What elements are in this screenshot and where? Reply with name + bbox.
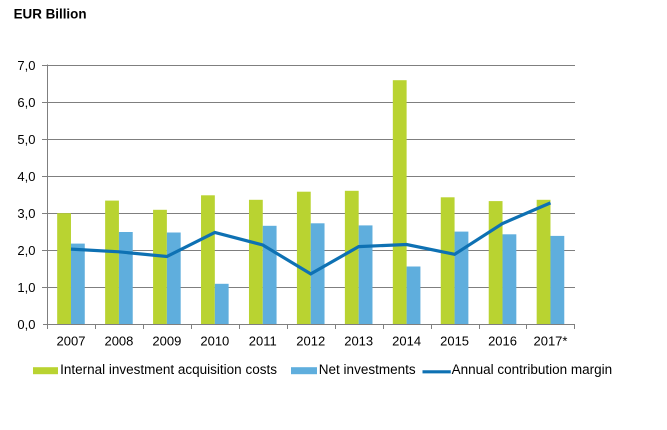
svg-text:3,0: 3,0 (17, 206, 35, 221)
svg-text:2,0: 2,0 (17, 243, 35, 258)
svg-text:2013: 2013 (344, 333, 373, 348)
svg-text:2007: 2007 (57, 333, 86, 348)
svg-text:7,0: 7,0 (17, 58, 35, 73)
svg-text:2012: 2012 (296, 333, 325, 348)
svg-text:6,0: 6,0 (17, 95, 35, 110)
svg-text:5,0: 5,0 (17, 132, 35, 147)
svg-text:Net investments: Net investments (319, 362, 416, 377)
svg-text:2011: 2011 (249, 333, 277, 348)
svg-text:Annual contribution margin: Annual contribution margin (452, 362, 613, 377)
svg-text:2014: 2014 (392, 333, 421, 348)
svg-text:2010: 2010 (200, 333, 229, 348)
svg-text:2016: 2016 (488, 333, 517, 348)
svg-text:2009: 2009 (152, 333, 181, 348)
svg-text:2015: 2015 (440, 333, 469, 348)
svg-text:0,0: 0,0 (17, 317, 35, 332)
svg-text:4,0: 4,0 (17, 169, 35, 184)
svg-text:1,0: 1,0 (17, 280, 35, 295)
svg-text:2008: 2008 (104, 333, 133, 348)
svg-text:2017*: 2017* (533, 333, 567, 348)
svg-text:Internal investment acquisitio: Internal investment acquisition costs (60, 362, 277, 377)
svg-text:EUR Billion: EUR Billion (14, 7, 87, 22)
